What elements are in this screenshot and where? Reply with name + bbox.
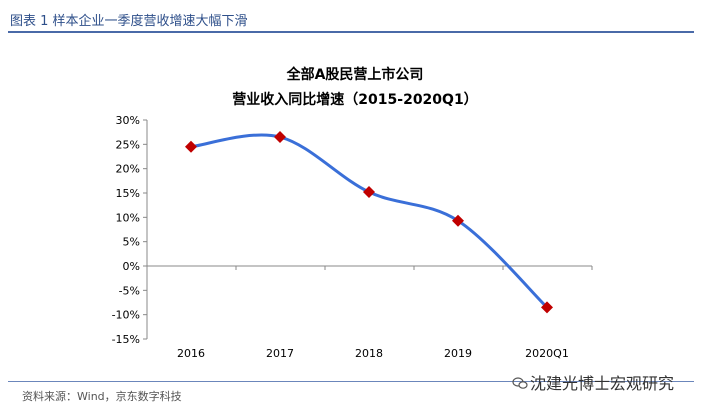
chart-subtitle: 营业收入同比增速（2015-2020Q1）	[232, 91, 477, 108]
series-line	[190, 133, 549, 309]
figure-title: 图表 1 样本企业一季度营收增速大幅下滑	[10, 14, 248, 29]
y-tick-label: 30%	[116, 114, 140, 127]
y-tick-label: -10%	[112, 309, 140, 322]
y-tick-label: 5%	[123, 236, 140, 249]
x-tick-group: 2016 2017 2018 2019 2020Q1	[146, 266, 593, 360]
data-point-marker	[274, 131, 286, 144]
x-tick-label: 2020Q1	[525, 347, 569, 360]
watermark: 沈建光博士宏观研究	[512, 370, 674, 394]
x-tick-label: 2019	[444, 347, 472, 360]
y-tick-label: 10%	[116, 211, 140, 224]
x-tick-label: 2016	[177, 347, 205, 360]
watermark-text: 沈建光博士宏观研究	[530, 374, 675, 393]
source-note: 资料来源：Wind，京东数字科技	[22, 390, 182, 403]
y-tick-label: 15%	[116, 187, 140, 200]
y-tick-label: 20%	[116, 163, 140, 176]
bottom-divider	[8, 381, 694, 382]
data-point-marker	[363, 186, 375, 199]
x-tick-label: 2018	[355, 347, 383, 360]
x-tick-label: 2017	[266, 347, 294, 360]
y-tick-label: 25%	[116, 138, 140, 151]
data-point-marker	[185, 140, 197, 153]
data-point-marker	[541, 301, 553, 314]
marker-group	[185, 131, 553, 314]
wechat-icon	[512, 377, 528, 389]
data-point-marker	[452, 214, 464, 227]
top-divider	[8, 31, 694, 33]
y-tick-label: 0%	[123, 260, 140, 273]
y-tick-label: -15%	[112, 333, 140, 346]
chart-title: 全部A股民营上市公司	[286, 66, 424, 83]
y-tick-label: -5%	[119, 284, 140, 297]
y-tick-group: -15% -10% -5% 0% 5% 10% 15% 20% 25% 30%	[112, 114, 147, 346]
